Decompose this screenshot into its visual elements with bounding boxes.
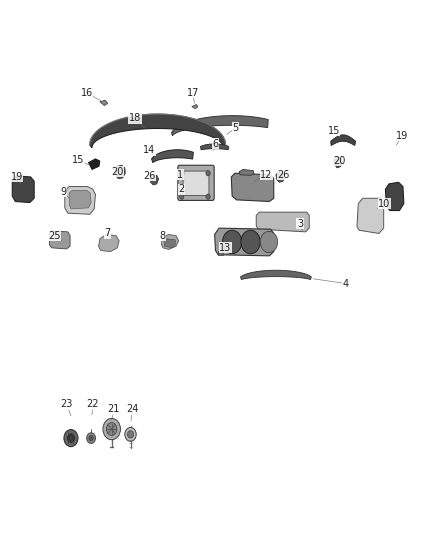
Circle shape (260, 231, 278, 253)
Polygon shape (12, 176, 34, 203)
Text: 17: 17 (187, 88, 199, 98)
Circle shape (87, 433, 95, 443)
Circle shape (180, 194, 184, 199)
Circle shape (125, 427, 136, 441)
Polygon shape (99, 235, 119, 252)
Text: 1: 1 (177, 170, 184, 180)
Polygon shape (385, 182, 404, 211)
Polygon shape (256, 212, 309, 232)
Circle shape (67, 434, 74, 442)
Polygon shape (172, 116, 268, 135)
Polygon shape (239, 169, 254, 175)
Text: 2: 2 (179, 184, 185, 194)
Text: 21: 21 (108, 405, 120, 414)
Polygon shape (192, 104, 198, 109)
Polygon shape (88, 159, 100, 169)
Text: 15: 15 (72, 155, 84, 165)
Polygon shape (152, 150, 193, 163)
Polygon shape (115, 165, 125, 179)
FancyBboxPatch shape (183, 171, 209, 196)
Circle shape (223, 230, 242, 254)
Polygon shape (240, 270, 311, 280)
Polygon shape (100, 100, 108, 106)
Text: 5: 5 (233, 123, 239, 133)
Circle shape (103, 418, 120, 440)
Text: 19: 19 (396, 131, 408, 141)
Text: 22: 22 (87, 399, 99, 409)
Text: 26: 26 (144, 171, 156, 181)
Text: 20: 20 (333, 156, 346, 166)
Polygon shape (65, 187, 95, 214)
Polygon shape (161, 235, 179, 249)
Text: 3: 3 (297, 219, 303, 229)
Polygon shape (357, 198, 384, 233)
Circle shape (106, 423, 117, 435)
Circle shape (64, 430, 78, 447)
Text: 9: 9 (60, 187, 67, 197)
Text: 25: 25 (49, 231, 61, 240)
Text: 7: 7 (104, 229, 110, 238)
Polygon shape (201, 144, 229, 150)
Circle shape (180, 171, 184, 176)
Circle shape (206, 194, 210, 199)
Text: 23: 23 (60, 399, 73, 409)
Polygon shape (49, 231, 70, 249)
Polygon shape (90, 114, 226, 148)
Text: 26: 26 (278, 170, 290, 180)
Polygon shape (150, 175, 159, 185)
Circle shape (241, 230, 260, 254)
Polygon shape (215, 228, 274, 256)
Text: 13: 13 (219, 243, 232, 253)
FancyBboxPatch shape (178, 165, 214, 200)
Polygon shape (231, 173, 274, 201)
Text: 14: 14 (143, 146, 155, 155)
Text: 18: 18 (129, 114, 141, 123)
Text: 12: 12 (260, 170, 272, 180)
Circle shape (206, 171, 210, 176)
Text: 19: 19 (11, 172, 23, 182)
Text: 24: 24 (126, 405, 138, 414)
Polygon shape (331, 135, 356, 146)
Polygon shape (164, 239, 175, 248)
Polygon shape (180, 173, 193, 184)
Circle shape (127, 431, 134, 438)
Text: 16: 16 (81, 88, 93, 98)
Circle shape (89, 435, 93, 441)
Text: 8: 8 (160, 231, 166, 240)
Text: 4: 4 (343, 279, 349, 288)
Polygon shape (276, 172, 285, 182)
Text: 6: 6 (212, 139, 219, 149)
Text: 10: 10 (378, 199, 391, 208)
Polygon shape (334, 157, 343, 168)
Polygon shape (69, 190, 91, 209)
Polygon shape (218, 251, 223, 255)
Text: 20: 20 (111, 167, 124, 176)
Text: 15: 15 (328, 126, 340, 135)
